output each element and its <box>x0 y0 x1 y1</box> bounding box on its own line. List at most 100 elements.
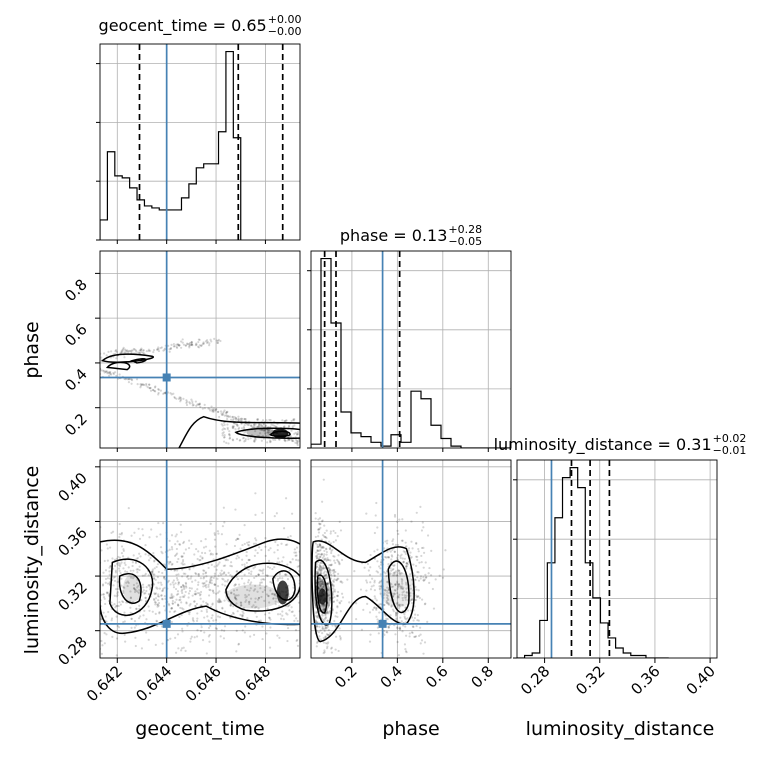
sample-point <box>274 593 277 596</box>
sample-point <box>378 581 381 584</box>
sample-point <box>269 419 272 422</box>
sample-point <box>195 602 199 606</box>
sample-point <box>186 575 189 579</box>
contour-line <box>178 415 300 448</box>
sample-point <box>234 417 238 420</box>
sample-point <box>321 613 324 616</box>
sample-point <box>152 573 155 576</box>
sample-point <box>236 570 239 573</box>
sample-point <box>273 566 276 569</box>
sample-point <box>102 593 105 596</box>
sample-point <box>337 554 340 557</box>
sample-point <box>186 342 189 345</box>
contour-line <box>129 358 147 364</box>
sample-point <box>203 407 206 410</box>
sample-point <box>226 580 229 583</box>
sample-point <box>208 588 211 591</box>
sample-point <box>335 594 339 598</box>
sample-point <box>403 596 406 599</box>
sample-point <box>405 565 408 568</box>
sample-point <box>213 574 216 578</box>
sample-point <box>297 559 300 562</box>
sample-point <box>324 635 327 639</box>
sample-point <box>175 346 179 350</box>
sample-point <box>202 341 205 344</box>
sample-point <box>154 601 157 604</box>
sample-point <box>185 586 188 589</box>
sample-point <box>385 617 388 620</box>
sample-point <box>219 635 222 638</box>
sample-point <box>118 565 122 568</box>
sample-point <box>398 605 401 608</box>
sample-point <box>263 599 266 603</box>
sample-point <box>169 347 172 351</box>
sample-point <box>177 581 180 584</box>
sample-point <box>218 415 221 419</box>
sample-point <box>211 410 214 413</box>
sample-point <box>416 613 419 617</box>
sample-point <box>132 347 135 351</box>
sample-point <box>185 602 188 605</box>
sample-point <box>197 591 201 595</box>
sample-point <box>148 386 151 390</box>
sample-point <box>223 423 226 427</box>
sample-point <box>337 561 341 564</box>
sample-point <box>386 591 389 594</box>
sample-point <box>222 410 225 413</box>
sample-point <box>278 605 281 608</box>
sample-point <box>127 377 130 381</box>
histogram-bin <box>137 200 144 240</box>
sample-point <box>323 618 326 621</box>
panel-title-phase: phase = 0.13 +0.28−0.05 <box>340 223 482 248</box>
sample-point <box>332 572 335 575</box>
histogram-bin <box>204 164 211 240</box>
sample-point <box>120 531 124 535</box>
sample-point <box>328 610 332 613</box>
sample-point <box>252 633 256 636</box>
sample-point <box>331 548 334 551</box>
sample-point <box>260 595 263 599</box>
sample-point <box>397 585 400 588</box>
sample-point <box>337 649 340 653</box>
sample-point <box>174 587 178 591</box>
sample-point <box>155 535 158 538</box>
sample-point <box>367 569 370 572</box>
sample-point <box>112 576 115 579</box>
sample-point <box>330 647 333 650</box>
sample-point <box>145 618 148 621</box>
sample-point <box>383 592 386 595</box>
sample-point <box>202 546 206 549</box>
sample-point <box>322 636 325 640</box>
sample-point <box>416 570 419 574</box>
sample-point <box>269 547 272 550</box>
sample-point <box>131 564 134 568</box>
sample-point <box>388 659 390 661</box>
sample-point <box>228 434 231 437</box>
sample-point <box>217 563 220 566</box>
contour-line <box>225 562 300 612</box>
sample-point <box>151 610 154 613</box>
sample-point <box>254 549 257 552</box>
sample-point <box>392 594 395 597</box>
sample-point <box>113 603 116 606</box>
sample-point <box>420 546 424 550</box>
contour-line <box>234 427 300 439</box>
sample-point <box>319 565 322 568</box>
sample-point <box>329 571 332 574</box>
sample-point <box>316 550 319 553</box>
x-axis-label: geocent_time <box>135 718 264 740</box>
sample-point <box>412 619 415 622</box>
sample-point <box>386 589 389 592</box>
sample-point <box>190 341 193 344</box>
histogram-bin <box>189 184 196 240</box>
sample-point <box>152 389 155 392</box>
sample-point <box>314 621 318 624</box>
sample-point <box>103 632 106 635</box>
sample-point <box>141 534 145 537</box>
sample-point <box>267 549 270 552</box>
sample-point <box>211 614 214 617</box>
sample-point <box>123 561 126 565</box>
sample-point <box>107 610 110 614</box>
sample-point <box>102 595 106 599</box>
sample-point <box>389 550 392 553</box>
